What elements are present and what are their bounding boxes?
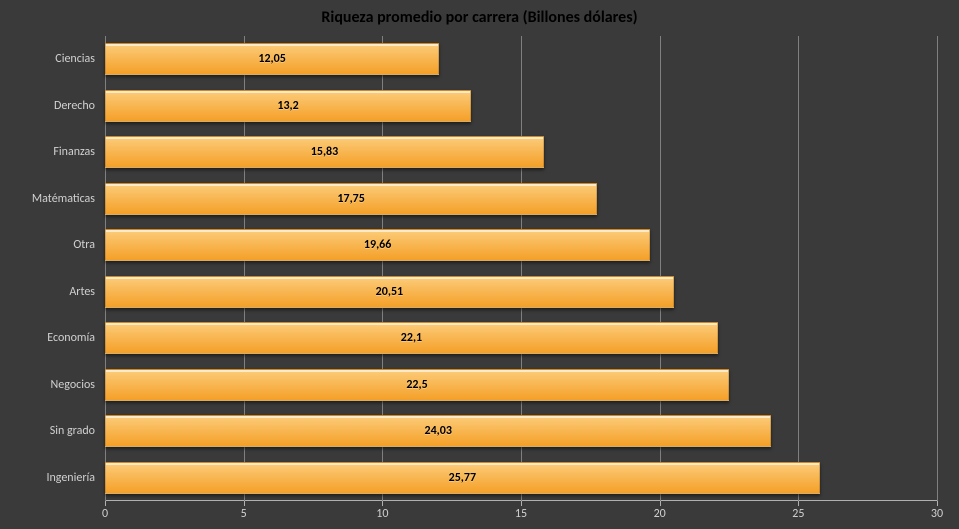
y-tick-label: Negocios xyxy=(51,378,95,392)
bar-value-label: 25,77 xyxy=(449,471,476,485)
y-tick-label: Matématicas xyxy=(32,192,95,206)
x-tick-label: 10 xyxy=(376,507,388,521)
bar-value-label: 19,66 xyxy=(364,238,391,252)
x-tick-label: 15 xyxy=(515,507,527,521)
bar-value-label: 17,75 xyxy=(337,192,364,206)
y-tick-label: Finanzas xyxy=(53,145,95,159)
bar-value-label: 20,51 xyxy=(376,285,403,299)
y-tick-label: Artes xyxy=(69,285,95,299)
bar: 17,75 xyxy=(105,183,597,215)
y-tick-label: Ciencias xyxy=(55,52,95,66)
grid-line xyxy=(937,36,938,501)
bar-value-label: 15,83 xyxy=(311,145,338,159)
x-tick-mark xyxy=(244,501,245,506)
x-tick-label: 20 xyxy=(654,507,666,521)
bar-chart: Riqueza promedio por carrera (Billones d… xyxy=(0,0,959,529)
x-tick-mark xyxy=(937,501,938,506)
x-tick-mark xyxy=(521,501,522,506)
bar: 20,51 xyxy=(105,276,674,308)
x-tick-label: 25 xyxy=(792,507,804,521)
bar: 22,5 xyxy=(105,369,729,401)
grid-line xyxy=(798,36,799,501)
y-tick-label: Derecho xyxy=(54,99,95,113)
plot-area: 051015202530Ciencias12,05Derecho13,2Fina… xyxy=(105,36,937,501)
y-tick-label: Sin grado xyxy=(50,424,95,438)
bar: 25,77 xyxy=(105,462,820,494)
bar-value-label: 12,05 xyxy=(258,52,285,66)
bar: 22,1 xyxy=(105,322,718,354)
x-tick-mark xyxy=(382,501,383,506)
y-tick-label: Otra xyxy=(73,238,95,252)
x-tick-label: 0 xyxy=(102,507,108,521)
x-tick-label: 5 xyxy=(241,507,247,521)
bar-value-label: 22,1 xyxy=(401,331,422,345)
bar: 19,66 xyxy=(105,229,650,261)
bar: 13,2 xyxy=(105,90,471,122)
y-tick-label: Ingeniería xyxy=(46,471,95,485)
x-tick-mark xyxy=(798,501,799,506)
bar-value-label: 24,03 xyxy=(424,424,451,438)
bar-value-label: 22,5 xyxy=(406,378,427,392)
bar: 24,03 xyxy=(105,415,771,447)
bar-value-label: 13,2 xyxy=(277,99,298,113)
bar: 15,83 xyxy=(105,136,544,168)
chart-title: Riqueza promedio por carrera (Billones d… xyxy=(0,8,959,27)
y-tick-label: Economía xyxy=(47,331,95,345)
x-tick-label: 30 xyxy=(931,507,943,521)
x-tick-mark xyxy=(660,501,661,506)
x-tick-mark xyxy=(105,501,106,506)
bar: 12,05 xyxy=(105,43,439,75)
